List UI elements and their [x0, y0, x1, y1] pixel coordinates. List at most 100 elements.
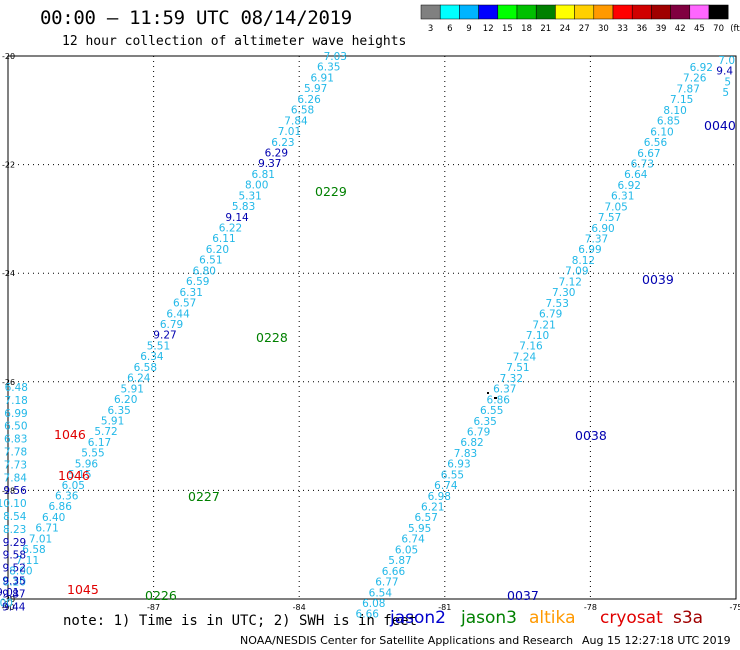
wave-height-label: 9.01 [0, 587, 20, 599]
wave-height-label: 6.80 [193, 265, 216, 277]
wave-height-label: 9.29 [3, 537, 26, 549]
longitude-tick-label: -84 [293, 603, 306, 612]
wave-height-label: 6.79 [539, 309, 562, 321]
legend-tick-label: 9 [466, 24, 471, 34]
wave-height-label: 5.72 [94, 426, 117, 438]
wave-height-label: 7.83 [454, 448, 477, 460]
wave-height-label: 6.21 [421, 502, 444, 514]
wave-height-label: 6.98 [428, 491, 451, 503]
wave-height-label: 6.56 [644, 137, 668, 149]
credit-text: NOAA/NESDIS Center for Satellite Applica… [240, 634, 574, 647]
wave-height-label: 6.82 [460, 437, 483, 449]
wave-height-label: 7.26 [683, 73, 707, 85]
pass-time-label: 0039 [642, 272, 674, 287]
latitude-tick-label: -30 [2, 595, 15, 604]
track-east: 6.927.267.877.158.106.856.106.566.676.73… [356, 62, 736, 621]
wave-height-label: 5.31 [238, 190, 261, 202]
wave-height-label: 5.95 [408, 523, 431, 535]
wave-height-label: 6.64 [624, 169, 648, 181]
legend-tick-label: 45 [694, 24, 705, 34]
wave-height-label: 5.51 [147, 340, 170, 352]
wave-height-label: 6.50 [4, 421, 27, 433]
wave-height-label: 6.71 [35, 523, 58, 535]
wave-height-label: 9.27 [153, 330, 176, 342]
legend-unit: (ft) [730, 24, 740, 34]
wave-height-label: 6.90 [591, 223, 614, 235]
pass-time-label: 0040 [704, 118, 736, 133]
pass-time-label: 0229 [315, 184, 347, 199]
longitude-tick-label: -78 [584, 603, 597, 612]
wave-height-label: 9.14 [225, 212, 249, 224]
wave-height-label: 7.16 [519, 341, 543, 353]
wave-height-label: 6.05 [395, 544, 418, 556]
wave-height-label: 7.21 [532, 319, 555, 331]
satellite-label-cryosat: cryosat [600, 608, 663, 628]
wave-height-label: 6.73 [631, 158, 654, 170]
footer-note: note: 1) Time is in UTC; 2) SWH is in fe… [63, 613, 418, 629]
wave-height-label: 6.54 [369, 587, 393, 599]
latitude-tick-label: -20 [2, 52, 15, 61]
island-speck [487, 392, 489, 394]
wave-height-label: 6.92 [618, 180, 641, 192]
wave-height-label: 7.53 [546, 298, 569, 310]
wave-height-label: 6.58 [22, 544, 45, 556]
wave-height-label: 7.18 [4, 395, 27, 407]
wave-height-label: 6.79 [467, 426, 490, 438]
legend-swatch [708, 4, 729, 20]
wave-height-label: 6.74 [401, 534, 425, 546]
wave-height-label: 9.44 [2, 601, 26, 613]
wave-height-label: 5.91 [121, 383, 144, 395]
wave-height-label: 7.10 [526, 330, 549, 342]
map-frame [7, 55, 737, 600]
wave-height-label: 5.87 [388, 555, 411, 567]
wave-height-label: 6.17 [88, 437, 111, 449]
pass-time-label: 0227 [188, 489, 220, 504]
wave-height-label: 6.11 [212, 233, 235, 245]
wave-height-label: 6.20 [114, 394, 137, 406]
wave-height-label: 6.58 [291, 105, 314, 117]
wave-height-label: 6.59 [186, 276, 209, 288]
legend-tick-label: 15 [502, 24, 513, 34]
legend-tick-label: 3 [428, 24, 433, 34]
wave-height-label: 6.91 [311, 72, 334, 84]
legend-tick-label: 6 [447, 24, 452, 34]
latitude-tick-label: -26 [2, 378, 15, 387]
wave-height-label: 6.77 [375, 577, 398, 589]
island-speck [494, 397, 497, 399]
wave-height-label: 9.58 [3, 550, 26, 562]
wave-height-label: 7.30 [552, 287, 575, 299]
wave-height-label: 7.32 [500, 373, 523, 385]
wave-height-label: 6.40 [42, 512, 65, 524]
wave-height-label: 5 [724, 76, 731, 88]
wave-height-label: 8.54 [3, 511, 27, 523]
wave-height-label: 6.55 [480, 405, 503, 417]
wave-height-label: 7.73 [4, 459, 27, 471]
legend-tick-label: 70 [713, 24, 724, 34]
legend-tick-label: 21 [540, 24, 551, 34]
wave-height-label: 6.31 [611, 191, 634, 203]
wave-height-label: 6.81 [252, 169, 275, 181]
wave-height-label: 5.97 [304, 83, 327, 95]
wave-height-label: 6.10 [650, 126, 673, 138]
wave-height-label: 7.24 [513, 351, 537, 363]
wave-height-label: 6.31 [180, 287, 203, 299]
wave-height-label: 7.87 [677, 83, 700, 95]
wave-height-label: 7.0 [718, 55, 735, 67]
wave-height-label: 6.34 [140, 351, 164, 363]
longitude-tick-label: -87 [147, 603, 160, 612]
wave-height-label: 7.01 [278, 126, 301, 138]
wave-height-label: 7.03 [324, 51, 347, 63]
pass-time-label: 1046 [54, 427, 86, 442]
wave-height-label: 8.10 [663, 105, 686, 117]
legend-tick-label: 30 [598, 24, 609, 34]
satellite-label-s3a: s3a [673, 608, 704, 628]
wave-height-label: 7.05 [604, 201, 627, 213]
legend-tick-label: 18 [521, 24, 532, 34]
wave-height-label: 7.01 [29, 533, 52, 545]
wave-height-label: 6.66 [382, 566, 406, 578]
pass-time-label: 1045 [67, 582, 99, 597]
wave-height-label: 6.35 [317, 62, 340, 74]
longitude-tick-label: -90 [1, 603, 14, 612]
wave-height-label: 6.51 [199, 255, 222, 267]
